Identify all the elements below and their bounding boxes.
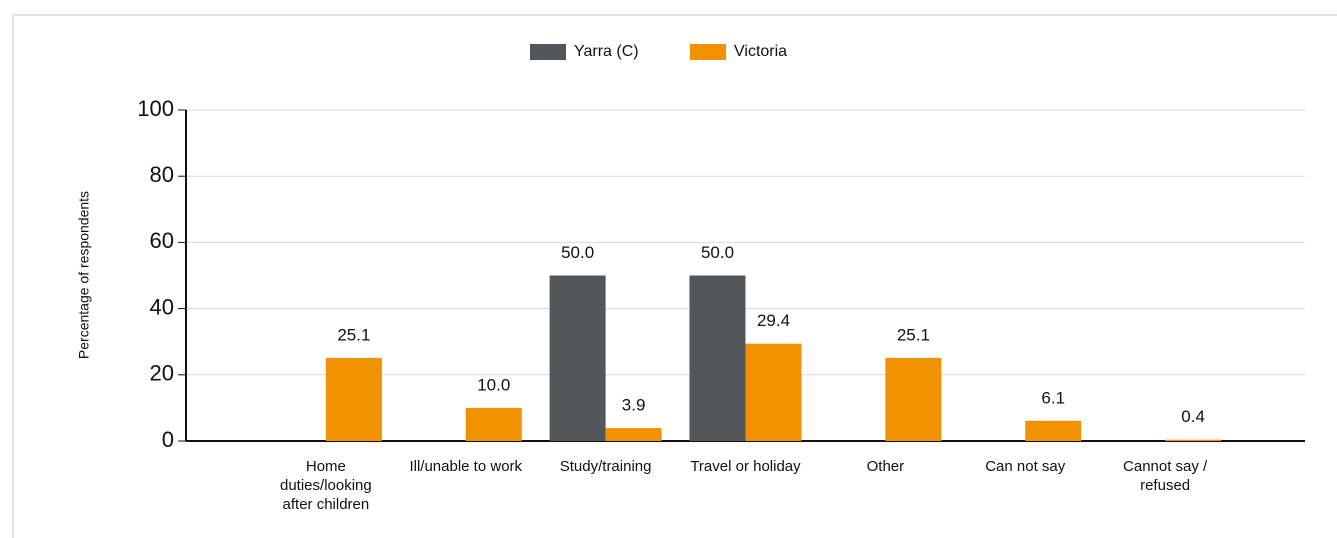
frame [12,14,1337,538]
bar [885,357,942,441]
x-tick-label: Other [866,458,905,475]
bar [745,343,802,441]
y-tick-label: 0 [162,427,174,452]
data-label: 3.9 [622,396,646,415]
legend-swatch [690,44,726,60]
legend-label: Yarra (C) [574,43,639,60]
legend-swatch [530,44,566,60]
y-tick-label: 20 [150,361,174,386]
bar [689,275,746,441]
bar [1025,420,1082,441]
data-label: 6.1 [1041,388,1065,407]
bar [605,428,662,441]
data-label: 25.1 [897,325,930,344]
bar [325,357,382,441]
data-label: 0.4 [1181,407,1205,426]
data-label: 10.0 [477,375,510,394]
bar [549,275,606,441]
x-tick-label: Can not say [985,458,1066,475]
y-tick-label: 100 [137,96,174,121]
x-tick-label: Travel or holiday [690,458,801,475]
x-tick-label: Ill/unable to work [409,458,523,475]
x-tick-label: Home duties/looking after children [280,458,372,513]
data-label: 29.4 [757,311,790,330]
y-tick-label: 40 [150,294,174,319]
bar [1165,439,1222,441]
y-tick-label: 80 [150,162,174,187]
data-label: 25.1 [337,325,370,344]
bar [465,407,522,441]
x-tick-label: Cannot say / refused [1123,458,1208,494]
y-tick-label: 60 [150,228,174,253]
legend-label: Victoria [734,43,787,60]
data-label: 50.0 [561,243,594,262]
data-label: 50.0 [701,243,734,262]
x-tick-label: Study/training [559,458,652,475]
y-axis-label: Percentage of respondents [76,191,92,359]
